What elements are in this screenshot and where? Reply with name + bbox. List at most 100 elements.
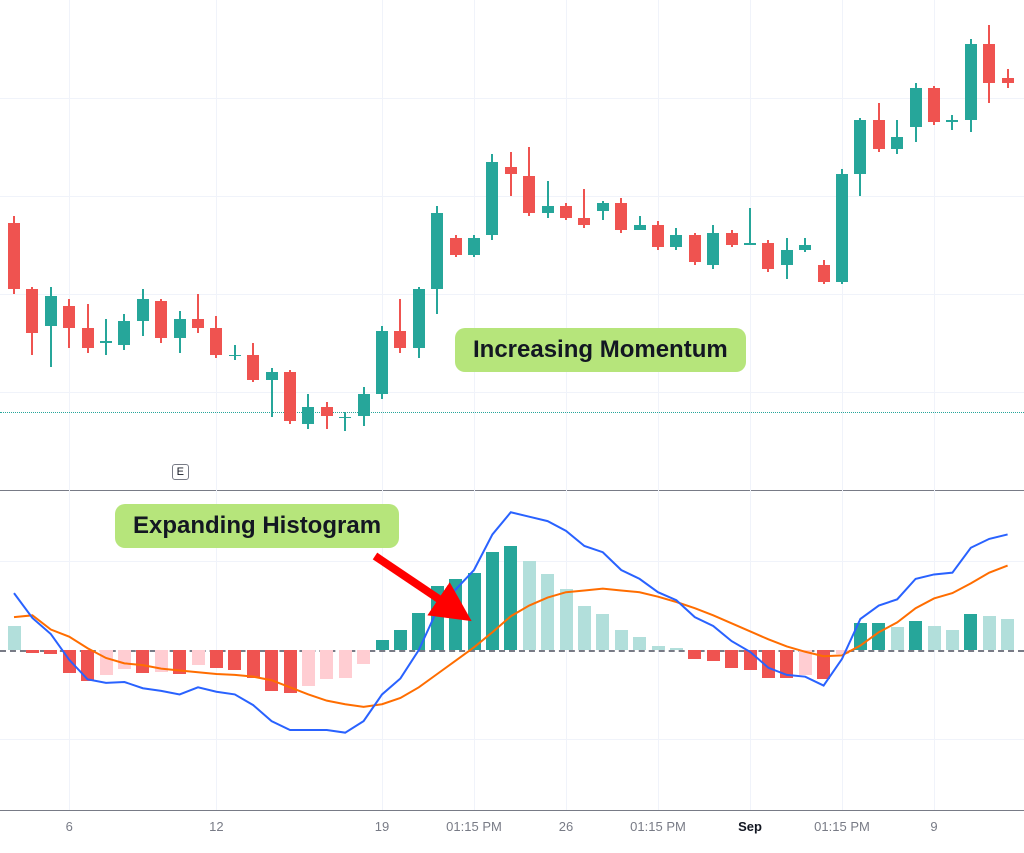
macd-histogram-bar bbox=[799, 650, 812, 675]
candlestick[interactable] bbox=[376, 0, 388, 490]
candlestick[interactable] bbox=[229, 0, 241, 490]
macd-histogram-bar bbox=[928, 626, 941, 650]
candlestick[interactable] bbox=[486, 0, 498, 490]
candlestick[interactable] bbox=[358, 0, 370, 490]
candlestick[interactable] bbox=[689, 0, 701, 490]
candlestick[interactable] bbox=[413, 0, 425, 490]
macd-histogram-bar bbox=[854, 623, 867, 650]
candlestick[interactable] bbox=[634, 0, 646, 490]
candlestick[interactable] bbox=[137, 0, 149, 490]
candlestick[interactable] bbox=[431, 0, 443, 490]
macd-histogram-bar bbox=[762, 650, 775, 678]
candlestick[interactable] bbox=[339, 0, 351, 490]
increasing-momentum-label: Increasing Momentum bbox=[455, 328, 746, 372]
macd-histogram-bar bbox=[412, 613, 425, 650]
macd-histogram-bar bbox=[26, 650, 39, 653]
macd-histogram-bar bbox=[652, 646, 665, 650]
macd-histogram-bar bbox=[8, 626, 21, 650]
candlestick[interactable] bbox=[965, 0, 977, 490]
macd-histogram-bar bbox=[357, 650, 370, 664]
candlestick[interactable] bbox=[578, 0, 590, 490]
candlestick[interactable] bbox=[891, 0, 903, 490]
macd-histogram-bar bbox=[376, 640, 389, 650]
macd-histogram-bar bbox=[909, 621, 922, 650]
candlestick[interactable] bbox=[928, 0, 940, 490]
candlestick[interactable] bbox=[836, 0, 848, 490]
candlestick[interactable] bbox=[762, 0, 774, 490]
candlestick[interactable] bbox=[910, 0, 922, 490]
macd-histogram-bar bbox=[891, 627, 904, 650]
macd-histogram-bar bbox=[339, 650, 352, 678]
candlestick[interactable] bbox=[523, 0, 535, 490]
candlestick[interactable] bbox=[284, 0, 296, 490]
price-chart-panel[interactable]: E bbox=[0, 0, 1024, 491]
macd-histogram-bar bbox=[504, 546, 517, 650]
candlestick[interactable] bbox=[542, 0, 554, 490]
macd-histogram-bar bbox=[725, 650, 738, 668]
macd-histogram-bar bbox=[173, 650, 186, 674]
candlestick[interactable] bbox=[82, 0, 94, 490]
candlestick[interactable] bbox=[100, 0, 112, 490]
candlestick[interactable] bbox=[726, 0, 738, 490]
candlestick[interactable] bbox=[818, 0, 830, 490]
candlestick[interactable] bbox=[26, 0, 38, 490]
candlestick[interactable] bbox=[247, 0, 259, 490]
xaxis-tick-label: 01:15 PM bbox=[814, 819, 870, 834]
macd-histogram-bar bbox=[744, 650, 757, 670]
candlestick[interactable] bbox=[1002, 0, 1014, 490]
xaxis-panel: 6121901:15 PM2601:15 PMSep01:15 PM9 bbox=[0, 810, 1024, 853]
candlestick[interactable] bbox=[394, 0, 406, 490]
candlestick[interactable] bbox=[873, 0, 885, 490]
macd-histogram-bar bbox=[302, 650, 315, 686]
macd-histogram-bar bbox=[228, 650, 241, 670]
label-text: Increasing Momentum bbox=[473, 336, 728, 363]
candlestick[interactable] bbox=[560, 0, 572, 490]
candlestick[interactable] bbox=[302, 0, 314, 490]
xaxis-tick-label: 12 bbox=[209, 819, 223, 834]
candlestick[interactable] bbox=[468, 0, 480, 490]
candlestick[interactable] bbox=[266, 0, 278, 490]
candlestick[interactable] bbox=[321, 0, 333, 490]
candlestick[interactable] bbox=[118, 0, 130, 490]
candlestick[interactable] bbox=[946, 0, 958, 490]
xaxis-tick-label: 6 bbox=[66, 819, 73, 834]
macd-histogram-bar bbox=[247, 650, 260, 678]
candlestick[interactable] bbox=[707, 0, 719, 490]
macd-histogram-bar bbox=[946, 630, 959, 650]
macd-histogram-bar bbox=[486, 552, 499, 650]
xaxis-tick-label: 19 bbox=[375, 819, 389, 834]
macd-histogram-bar bbox=[394, 630, 407, 650]
candlestick[interactable] bbox=[670, 0, 682, 490]
candlestick[interactable] bbox=[450, 0, 462, 490]
candlestick[interactable] bbox=[45, 0, 57, 490]
macd-histogram-bar bbox=[1001, 619, 1014, 650]
candlestick[interactable] bbox=[597, 0, 609, 490]
macd-histogram-bar bbox=[596, 614, 609, 650]
candlestick[interactable] bbox=[174, 0, 186, 490]
candlestick[interactable] bbox=[63, 0, 75, 490]
macd-histogram-bar bbox=[63, 650, 76, 673]
candlestick[interactable] bbox=[155, 0, 167, 490]
macd-histogram-bar bbox=[265, 650, 278, 691]
macd-histogram-bar bbox=[100, 650, 113, 675]
macd-histogram-bar bbox=[284, 650, 297, 693]
label-text: Expanding Histogram bbox=[133, 512, 381, 539]
candlestick[interactable] bbox=[8, 0, 20, 490]
macd-histogram-bar bbox=[541, 574, 554, 650]
candlestick[interactable] bbox=[983, 0, 995, 490]
candlestick[interactable] bbox=[210, 0, 222, 490]
candlestick[interactable] bbox=[854, 0, 866, 490]
macd-zero-line bbox=[0, 650, 1024, 652]
macd-histogram-bar bbox=[983, 616, 996, 650]
candlestick[interactable] bbox=[192, 0, 204, 490]
candlestick[interactable] bbox=[505, 0, 517, 490]
candlestick[interactable] bbox=[615, 0, 627, 490]
macd-histogram-bar bbox=[320, 650, 333, 679]
candlestick[interactable] bbox=[781, 0, 793, 490]
chart-container: E 6121901:15 PM2601:15 PMSep01:15 PM9 In… bbox=[0, 0, 1024, 853]
event-marker[interactable]: E bbox=[172, 464, 189, 480]
macd-histogram-bar bbox=[560, 589, 573, 650]
candlestick[interactable] bbox=[799, 0, 811, 490]
candlestick[interactable] bbox=[652, 0, 664, 490]
candlestick[interactable] bbox=[744, 0, 756, 490]
